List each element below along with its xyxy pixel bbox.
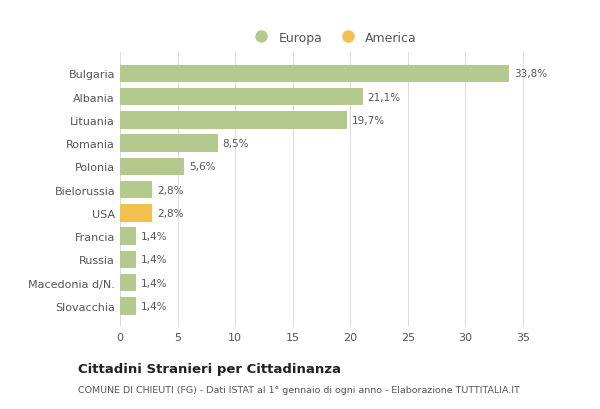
Bar <box>120 251 136 268</box>
Bar <box>120 228 136 245</box>
Text: Cittadini Stranieri per Cittadinanza: Cittadini Stranieri per Cittadinanza <box>78 362 341 375</box>
Bar <box>120 112 347 129</box>
Text: 2,8%: 2,8% <box>157 208 184 218</box>
Text: 33,8%: 33,8% <box>514 70 547 79</box>
Bar <box>120 297 136 315</box>
Text: 21,1%: 21,1% <box>368 92 401 103</box>
Bar <box>120 89 363 106</box>
Bar <box>120 135 218 153</box>
Text: 19,7%: 19,7% <box>352 116 385 126</box>
Bar <box>120 65 509 83</box>
Bar <box>120 274 136 292</box>
Text: 5,6%: 5,6% <box>189 162 215 172</box>
Text: 2,8%: 2,8% <box>157 185 184 195</box>
Text: 1,4%: 1,4% <box>141 255 167 265</box>
Text: 1,4%: 1,4% <box>141 278 167 288</box>
Bar <box>120 182 152 199</box>
Bar <box>120 204 152 222</box>
Text: 8,5%: 8,5% <box>223 139 249 149</box>
Legend: Europa, America: Europa, America <box>244 27 422 49</box>
Bar <box>120 158 184 176</box>
Text: 1,4%: 1,4% <box>141 301 167 311</box>
Text: COMUNE DI CHIEUTI (FG) - Dati ISTAT al 1° gennaio di ogni anno - Elaborazione TU: COMUNE DI CHIEUTI (FG) - Dati ISTAT al 1… <box>78 385 520 394</box>
Text: 1,4%: 1,4% <box>141 231 167 242</box>
